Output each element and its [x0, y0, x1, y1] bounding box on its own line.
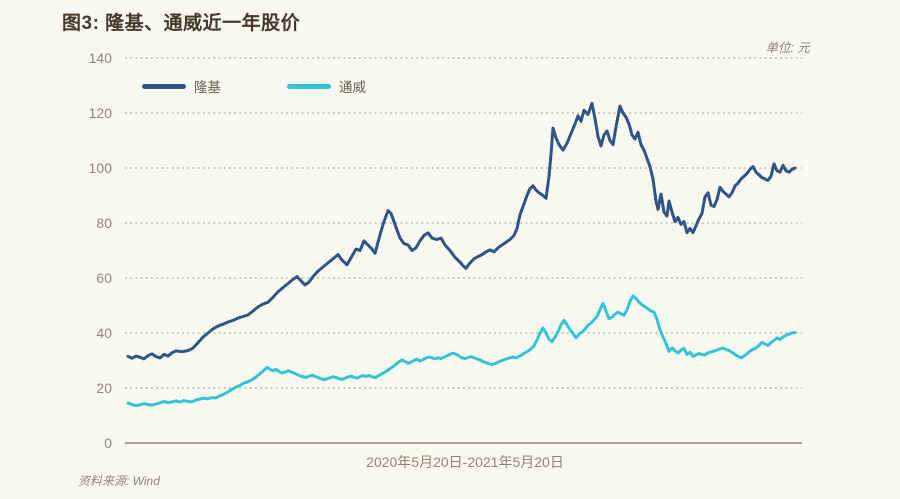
y-tick-label: 20	[96, 380, 112, 396]
legend-item-longi: 隆基	[142, 76, 221, 96]
unit-label: 单位: 元	[765, 41, 810, 55]
y-tick-label: 100	[89, 160, 113, 176]
y-tick-label: 60	[96, 270, 112, 286]
y-tick-label: 40	[96, 325, 112, 341]
legend-swatch-longi	[142, 83, 186, 89]
x-axis-label: 2020年5月20日-2021年5月20日	[366, 454, 564, 470]
legend-label-longi: 隆基	[194, 80, 221, 95]
y-tick-label: 0	[104, 435, 112, 451]
y-tick-label: 120	[89, 105, 113, 121]
legend-swatch-tongwei	[287, 83, 331, 89]
chart-legend: 隆基 通威	[142, 76, 366, 96]
series-line-tongwei	[126, 294, 797, 408]
y-tick-label: 80	[96, 215, 112, 231]
legend-item-tongwei: 通威	[287, 76, 366, 96]
source-note: 资料来源: Wind	[78, 474, 160, 488]
y-tick-label: 140	[89, 50, 113, 66]
series-line-longi	[126, 101, 797, 361]
figure-title: 图3: 隆基、通威近一年股价	[62, 13, 301, 34]
legend-label-tongwei: 通威	[339, 80, 366, 95]
